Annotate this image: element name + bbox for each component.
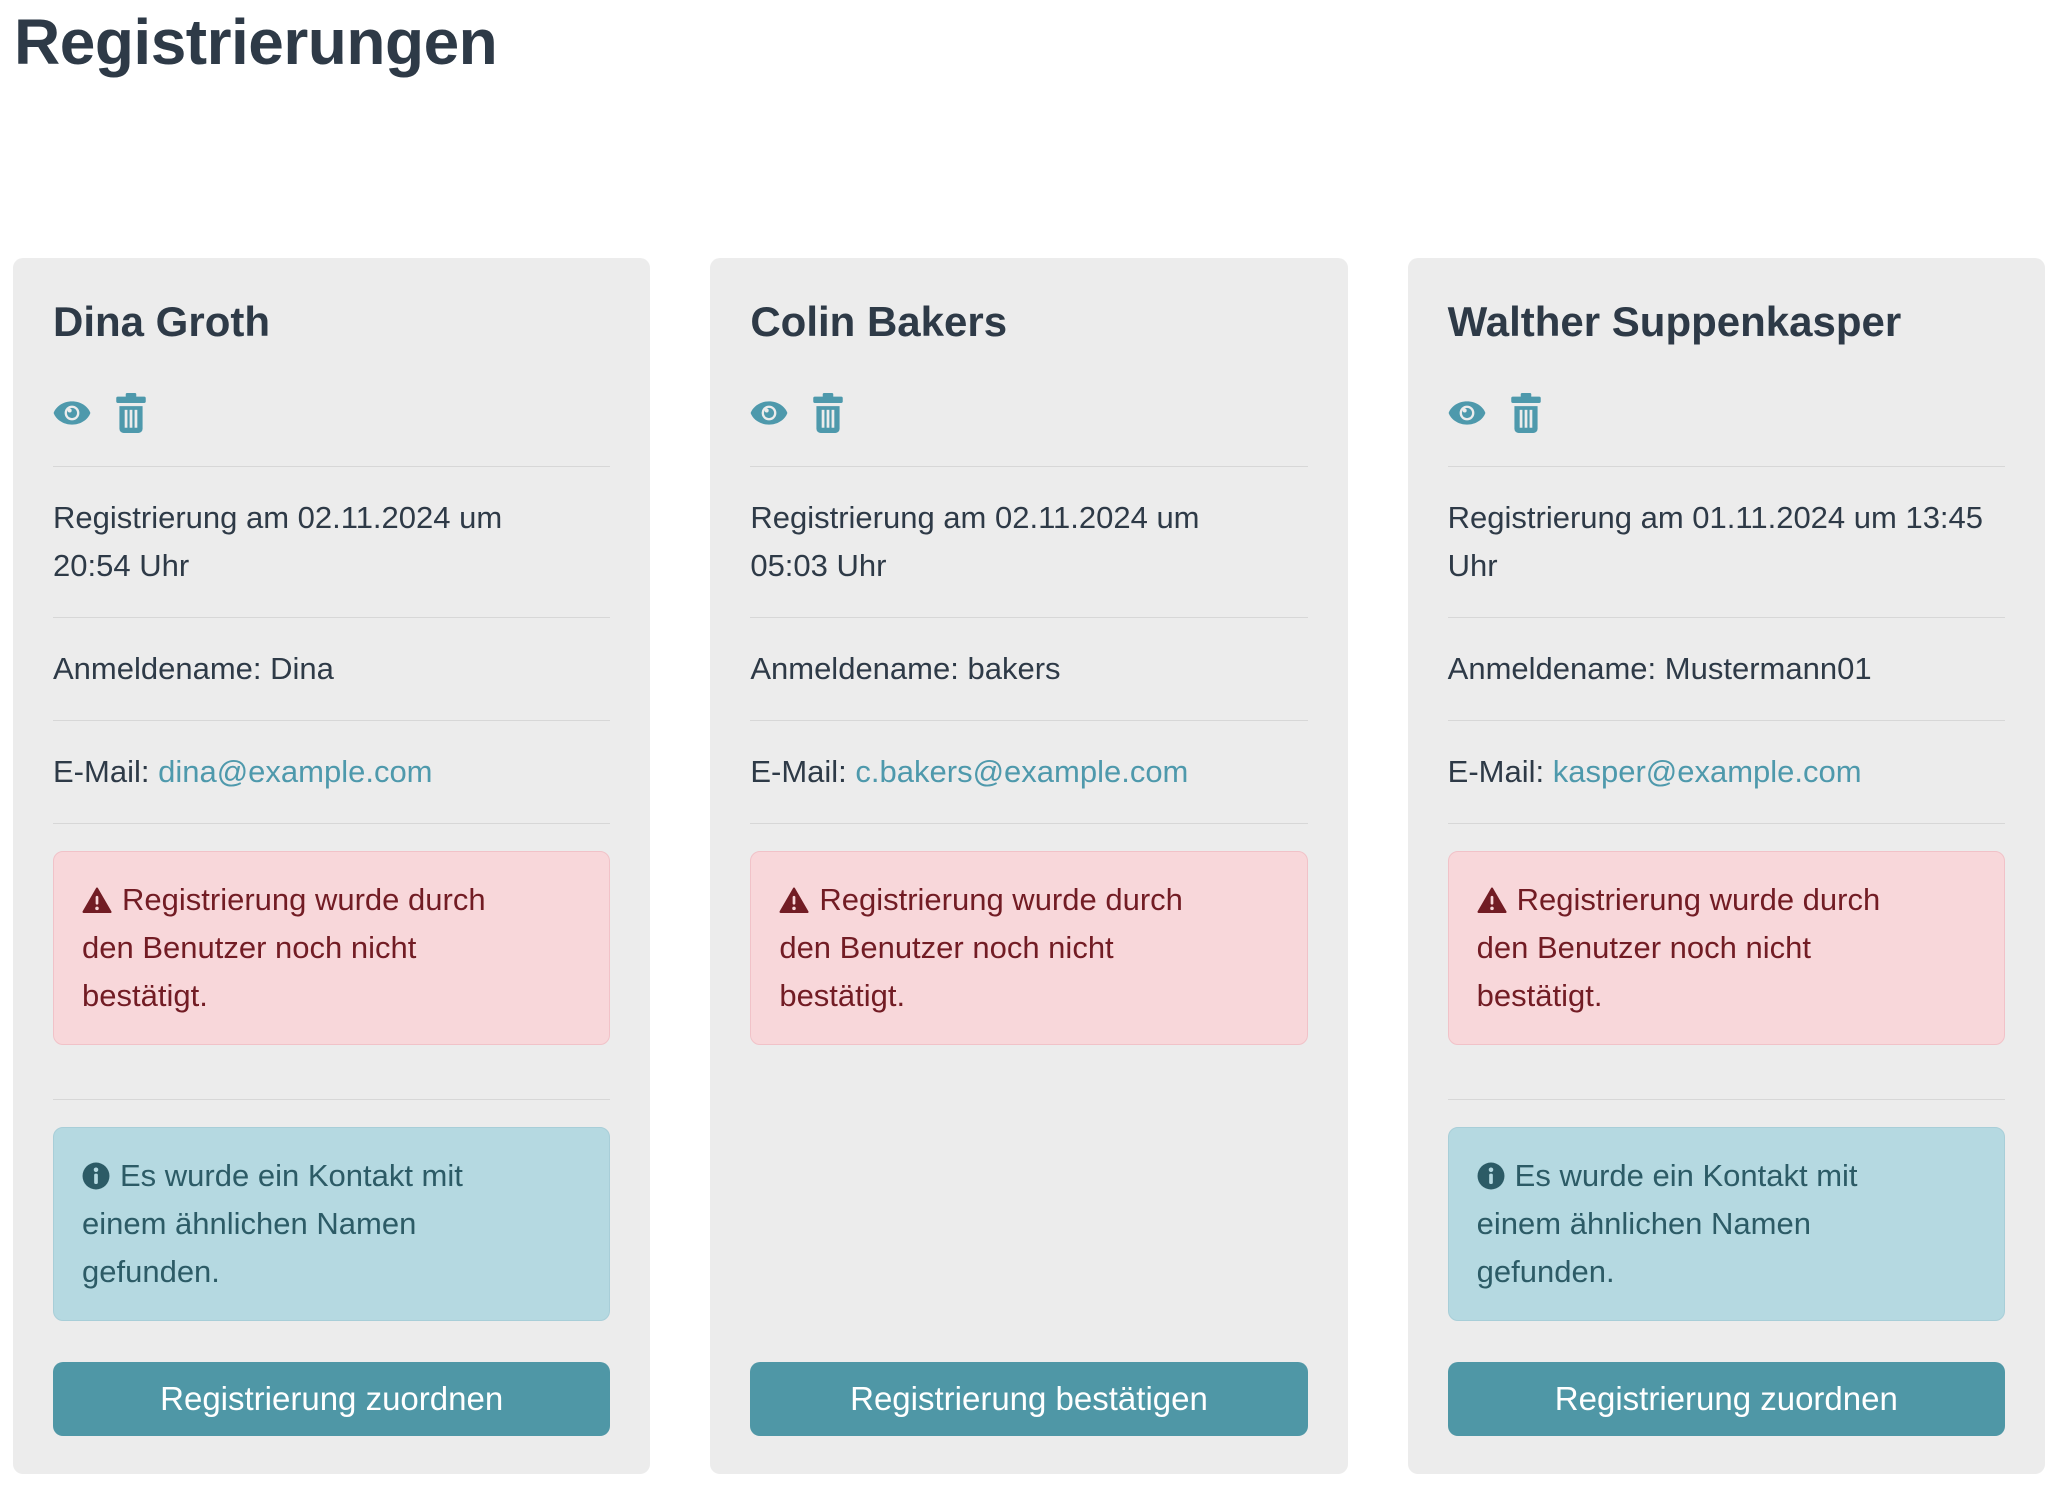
registration-date-text: Registrierung am 02.11.2024 um 20:54 Uhr <box>53 499 503 583</box>
registration-date-row: Registrierung am 02.11.2024 um 20:54 Uhr <box>53 465 611 617</box>
trash-icon <box>1510 392 1542 433</box>
login-name-row: Anmeldename: Dina <box>53 616 611 720</box>
login-name-row: Anmeldename: Mustermann01 <box>1447 616 2005 720</box>
warning-triangle-icon <box>1477 887 1507 914</box>
warning-text: Registrierung wurde durch den Benutzer n… <box>779 882 1183 1014</box>
email-row: E-Mail: c.bakers@example.com <box>750 720 1308 823</box>
warning-row: Registrierung wurde durch den Benutzer n… <box>53 823 611 1099</box>
login-name-label: Anmeldename: <box>1447 650 1657 686</box>
warning-row: Registrierung wurde durch den Benutzer n… <box>1447 823 2005 1099</box>
card-actions <box>1448 392 2005 434</box>
login-name-label: Anmeldename: <box>750 650 959 686</box>
email-link[interactable]: c.bakers@example.com <box>855 754 1189 790</box>
warning-triangle-icon <box>779 887 809 914</box>
registration-date-text: Registrierung am 01.11.2024 um 13:45 Uhr <box>1447 499 1984 583</box>
card-title: Colin Bakers <box>750 297 1008 345</box>
confirm-registration-button[interactable]: Registrierung bestätigen <box>750 1361 1308 1436</box>
eye-icon <box>53 400 91 426</box>
email-label: E-Mail: <box>750 754 847 790</box>
warning-text: Registrierung wurde durch den Benutzer n… <box>82 882 486 1014</box>
info-row: Es wurde ein Kontakt mit einem ähnlichen… <box>53 1099 611 1322</box>
login-name-label: Anmeldename: <box>53 650 262 686</box>
login-name-value: bakers <box>967 650 1061 686</box>
registration-card: Dina Groth <box>13 257 651 1474</box>
info-text: Es wurde ein Kontakt mit einem ähnlichen… <box>1476 1158 1858 1290</box>
registration-card: Colin Bakers <box>710 257 1348 1474</box>
view-button[interactable] <box>1448 400 1486 426</box>
warning-alert: Registrierung wurde durch den Benutzer n… <box>1447 851 2005 1046</box>
warning-row: Registrierung wurde durch den Benutzer n… <box>750 823 1308 1099</box>
login-name-row: Anmeldename: bakers <box>750 616 1308 720</box>
info-text: Es wurde ein Kontakt mit einem ähnlichen… <box>82 1158 463 1290</box>
delete-button[interactable] <box>115 392 147 433</box>
login-name-value: Dina <box>270 650 334 686</box>
email-link[interactable]: kasper@example.com <box>1552 754 1862 790</box>
registration-date-row: Registrierung am 02.11.2024 um 05:03 Uhr <box>750 465 1308 617</box>
email-row: E-Mail: kasper@example.com <box>1447 720 2005 823</box>
login-name-value: Mustermann01 <box>1664 650 1872 686</box>
warning-alert: Registrierung wurde durch den Benutzer n… <box>750 851 1308 1046</box>
assign-registration-button[interactable]: Registrierung zuordnen <box>53 1361 611 1436</box>
warning-alert: Registrierung wurde durch den Benutzer n… <box>53 851 611 1046</box>
info-alert: Es wurde ein Kontakt mit einem ähnlichen… <box>53 1127 611 1322</box>
email-row: E-Mail: dina@example.com <box>53 720 611 823</box>
card-actions <box>750 392 1307 434</box>
eye-icon <box>750 400 788 426</box>
registration-card-list: Dina Groth <box>0 257 2060 1474</box>
warning-triangle-icon <box>82 887 112 914</box>
email-label: E-Mail: <box>53 754 150 790</box>
view-button[interactable] <box>53 400 91 426</box>
info-circle-icon <box>82 1162 110 1190</box>
email-link[interactable]: dina@example.com <box>158 754 433 790</box>
info-alert: Es wurde ein Kontakt mit einem ähnlichen… <box>1447 1127 2005 1322</box>
view-button[interactable] <box>750 400 788 426</box>
info-row: Es wurde ein Kontakt mit einem ähnlichen… <box>1447 1099 2005 1322</box>
eye-icon <box>1448 400 1486 426</box>
registration-date-text: Registrierung am 02.11.2024 um 05:03 Uhr <box>750 499 1200 583</box>
card-title: Dina Groth <box>53 297 270 345</box>
registration-card: Walther Suppenkasper <box>1407 257 2045 1474</box>
assign-registration-button[interactable]: Registrierung zuordnen <box>1447 1361 2005 1436</box>
info-circle-icon <box>1477 1162 1505 1190</box>
delete-button[interactable] <box>1510 392 1542 433</box>
email-label: E-Mail: <box>1447 754 1545 790</box>
registration-date-row: Registrierung am 01.11.2024 um 13:45 Uhr <box>1447 465 2005 617</box>
trash-icon <box>812 392 844 433</box>
trash-icon <box>115 392 147 433</box>
card-title: Walther Suppenkasper <box>1447 297 1902 345</box>
page-title: Registrierungen <box>14 6 498 78</box>
warning-text: Registrierung wurde durch den Benutzer n… <box>1476 882 1881 1014</box>
card-actions <box>53 392 610 434</box>
delete-button[interactable] <box>812 392 844 433</box>
